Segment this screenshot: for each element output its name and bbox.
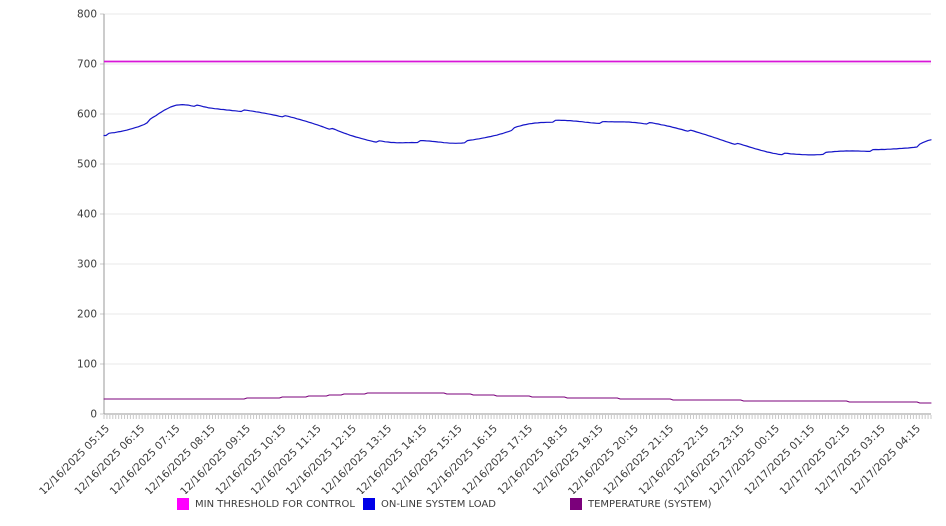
svg-text:600: 600 [77,109,97,121]
svg-text:12/16/2025 05:15: 12/16/2025 05:15 [37,423,112,494]
svg-text:400: 400 [77,209,97,221]
legend-label-min-threshold: MIN THRESHOLD FOR CONTROL [195,498,355,510]
legend-swatch-online-system-load-icon [363,498,375,510]
legend-swatch-temperature-system-icon [570,498,582,510]
svg-text:500: 500 [77,159,97,171]
legend-label-online-system-load: ON-LINE SYSTEM LOAD [381,498,496,510]
svg-text:300: 300 [77,259,97,271]
legend-label-temperature-system: TEMPERATURE (SYSTEM) [588,498,712,510]
legend-swatch-min-threshold-icon [177,498,189,510]
svg-text:200: 200 [77,309,97,321]
chart-legend: MIN THRESHOLD FOR CONTROL ON-LINE SYSTEM… [0,497,946,513]
svg-text:0: 0 [90,409,97,421]
svg-text:700: 700 [77,59,97,71]
line-chart-canvas: 0 100 200 300 400 500 600 700 800 12/16/2025 05:1… [37,9,932,494]
legend-item-online-system-load: ON-LINE SYSTEM LOAD [363,497,496,511]
legend-item-temperature-system: TEMPERATURE (SYSTEM) [570,497,712,511]
legend-item-min-threshold: MIN THRESHOLD FOR CONTROL [177,497,355,511]
svg-text:800: 800 [77,9,97,21]
svg-text:100: 100 [77,359,97,371]
